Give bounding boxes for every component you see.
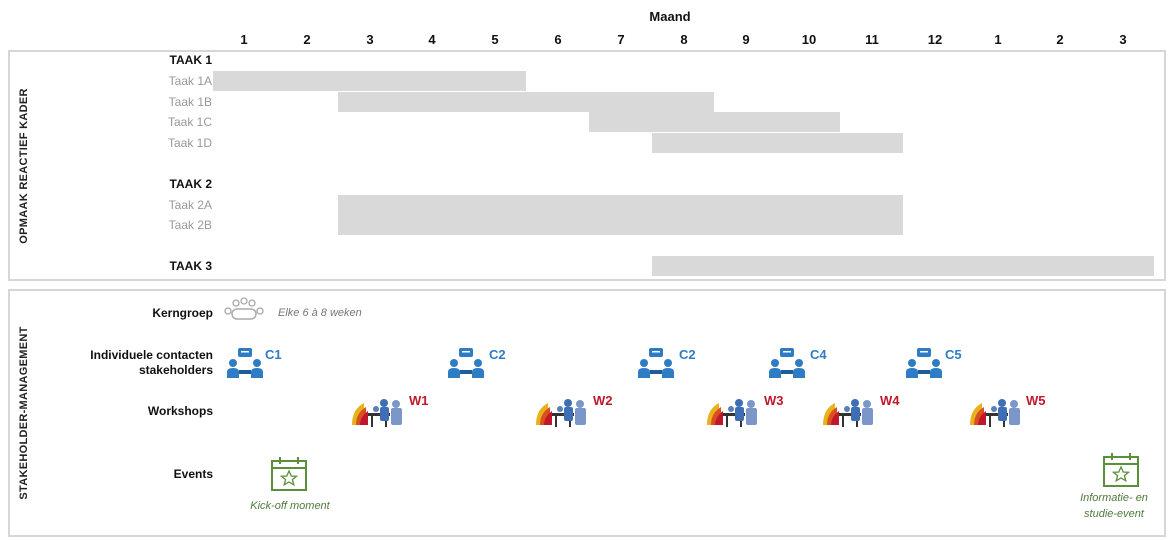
event-kickoff-label: Kick-off moment — [220, 498, 360, 514]
month-label: 11 — [865, 32, 879, 47]
row-label-line: Individuele contacten — [90, 348, 213, 362]
task-1c-label: Taak 1C — [167, 115, 212, 129]
task-2-heading: TAAK 2 — [169, 177, 212, 191]
month-label: 2 — [1056, 32, 1064, 47]
row-label-individuele-contacten: Individuele contacten stakeholders — [90, 348, 213, 378]
gantt-bar-task-2a — [338, 195, 903, 215]
month-label: 4 — [428, 32, 436, 47]
month-label: 6 — [554, 32, 562, 47]
task-2a-label: Taak 2A — [168, 198, 212, 212]
task-1b-label: Taak 1B — [168, 95, 212, 109]
workshop-w1: W1 — [409, 393, 429, 408]
row-label-line: stakeholders — [138, 363, 213, 377]
conversation-icon — [225, 346, 265, 378]
task-1a-label: Taak 1A — [168, 74, 212, 88]
month-label: 3 — [1119, 32, 1127, 47]
conversation-icon — [767, 346, 807, 378]
gantt-bar-task-2b — [338, 215, 903, 235]
gantt-bar-task-1a — [213, 71, 526, 91]
meeting-table-icon — [224, 296, 264, 326]
workshop-w3: W3 — [764, 393, 784, 408]
conversation-icon — [446, 346, 486, 378]
event-label-line: Kick-off moment — [250, 500, 330, 512]
contact-c5: C5 — [945, 347, 962, 362]
task-1d-label: Taak 1D — [167, 136, 212, 150]
gantt-bar-task-1c — [589, 112, 840, 132]
event-label-line: Informatie- en — [1080, 492, 1148, 504]
workshop-w5: W5 — [1026, 393, 1046, 408]
workshop-group-icon — [968, 395, 1026, 429]
task-1-heading: TAAK 1 — [169, 53, 212, 67]
workshop-w2: W2 — [593, 393, 613, 408]
month-axis-title: Maand — [649, 9, 691, 24]
contact-c1: C1 — [265, 347, 282, 362]
section-opmaak-panel — [8, 50, 1166, 281]
event-label-line: studie-event — [1084, 508, 1144, 520]
task-2b-label: Taak 2B — [168, 218, 212, 232]
month-label: 9 — [742, 32, 750, 47]
month-label: 5 — [491, 32, 499, 47]
month-label: 2 — [303, 32, 311, 47]
kerngroep-frequency-note: Elke 6 à 8 weken — [278, 307, 362, 319]
month-label: 8 — [680, 32, 688, 47]
contact-c2: C2 — [489, 347, 506, 362]
task-3-heading: TAAK 3 — [169, 259, 212, 273]
row-label-events: Events — [173, 467, 213, 481]
workshop-group-icon — [350, 395, 408, 429]
calendar-star-icon — [270, 456, 308, 492]
month-label: 10 — [801, 32, 817, 47]
contact-c4: C4 — [810, 347, 827, 362]
conversation-icon — [904, 346, 944, 378]
event-informatie-label: Informatie- en studie-event — [1062, 490, 1166, 522]
section-stakeholder-panel — [8, 289, 1166, 537]
gantt-bar-task-1b — [338, 92, 714, 112]
month-label: 1 — [240, 32, 248, 47]
row-label-workshops: Workshops — [147, 404, 213, 418]
section-opmaak-label: OPMAAK REACTIEF KADER — [18, 87, 30, 244]
conversation-icon — [636, 346, 676, 378]
month-label: 12 — [927, 32, 943, 47]
workshop-w4: W4 — [880, 393, 900, 408]
workshop-group-icon — [705, 395, 763, 429]
month-label: 1 — [994, 32, 1002, 47]
section-stakeholder-label: STAKEHOLDER-MANAGEMENT — [18, 326, 30, 500]
month-label: 7 — [617, 32, 625, 47]
month-label: 3 — [366, 32, 374, 47]
gantt-bar-task-3 — [652, 256, 1154, 276]
contact-c2-second: C2 — [679, 347, 696, 362]
gantt-bar-task-1d — [652, 133, 903, 153]
workshop-group-icon — [821, 395, 879, 429]
workshop-group-icon — [534, 395, 592, 429]
row-label-kerngroep: Kerngroep — [152, 306, 213, 320]
calendar-star-icon — [1102, 452, 1140, 488]
